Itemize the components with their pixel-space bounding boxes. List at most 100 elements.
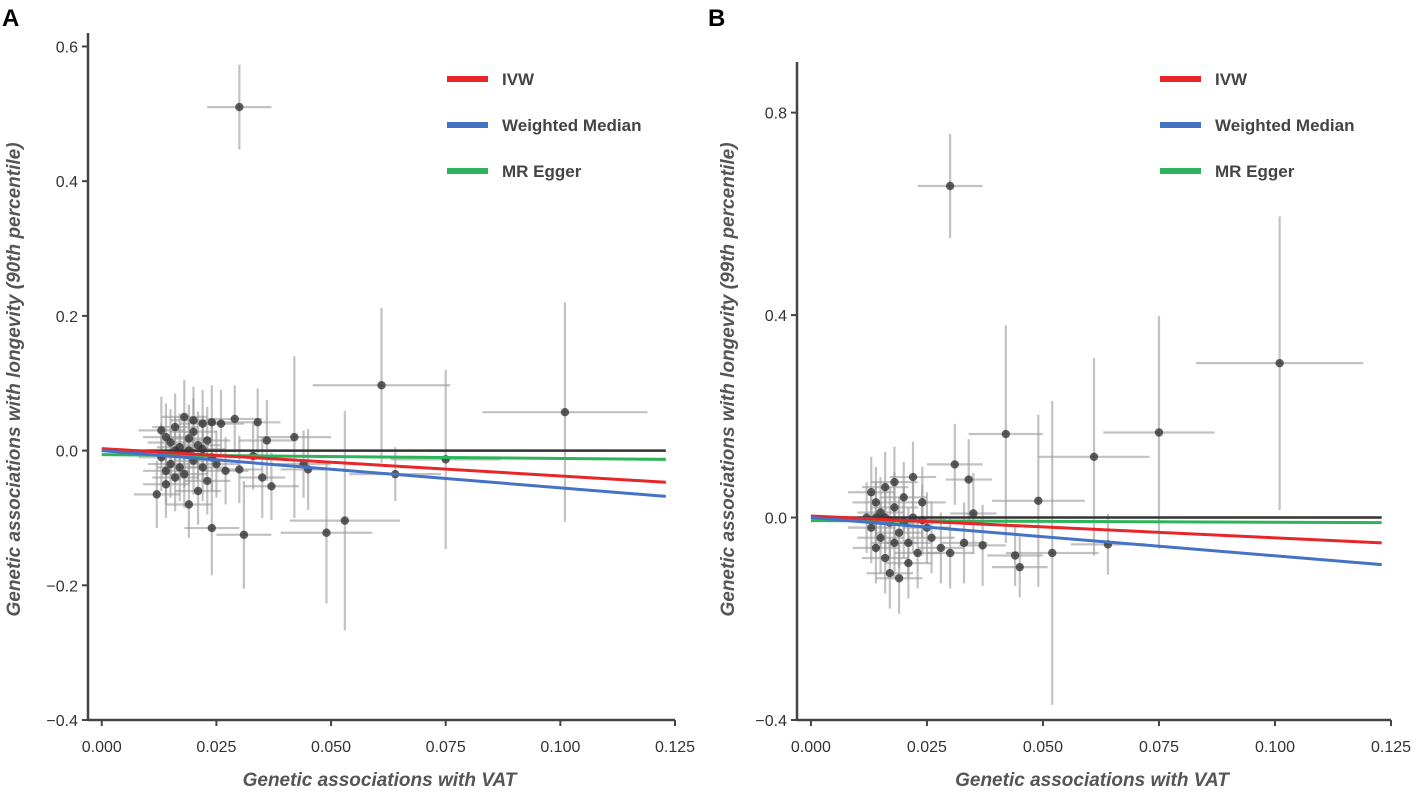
y-tick-label: 0.0 <box>765 511 787 528</box>
data-point <box>184 434 194 443</box>
legend: IVW Weighted Median MR Egger <box>447 70 641 181</box>
legend-label: IVW <box>502 70 535 89</box>
data-point <box>198 445 207 454</box>
y-tick-label: 0.4 <box>56 174 78 191</box>
error-bars <box>843 133 1364 705</box>
data-point <box>175 463 184 472</box>
data-point <box>170 422 180 432</box>
regression-line-ivw <box>810 514 1382 545</box>
regression-line-weighted-median <box>101 449 666 498</box>
data-point <box>927 533 936 542</box>
data-point <box>1048 548 1057 558</box>
x-tick-label: 0.025 <box>907 739 947 756</box>
data-point <box>1034 496 1043 506</box>
data-point <box>262 436 272 445</box>
data-point <box>322 528 331 537</box>
data-point <box>871 498 881 507</box>
y-tick-label: −0.4 <box>755 713 787 730</box>
y-tick-label: 0.2 <box>56 309 78 326</box>
legend-label: MR Egger <box>1215 162 1295 181</box>
data-point <box>1015 562 1024 572</box>
x-tick-label: 0.075 <box>1139 739 1179 756</box>
data-point <box>207 523 217 533</box>
data-point <box>203 436 212 445</box>
data-point <box>207 418 217 427</box>
data-point <box>189 416 198 425</box>
data-point <box>235 102 244 112</box>
data-point <box>978 541 987 550</box>
data-point <box>890 503 899 512</box>
data-point <box>560 407 570 417</box>
data-point <box>184 500 194 509</box>
data-point <box>216 419 226 428</box>
data-point <box>152 490 161 499</box>
data-point <box>918 498 927 507</box>
x-axis-label: Genetic associations with VAT <box>955 770 1230 791</box>
data-point <box>904 538 913 548</box>
data-point <box>880 553 890 563</box>
data-point <box>203 476 212 486</box>
data-point <box>885 569 895 578</box>
data-point <box>867 488 876 497</box>
data-point <box>1154 428 1164 437</box>
data-point <box>166 459 175 469</box>
data-point <box>876 533 885 542</box>
data-point <box>198 463 207 472</box>
y-tick-label: −0.4 <box>46 713 78 730</box>
data-point <box>180 412 189 422</box>
data-point <box>235 465 244 474</box>
data-point <box>290 432 299 442</box>
data-point <box>340 516 350 525</box>
data-point <box>959 538 969 548</box>
data-point <box>913 548 922 558</box>
x-tick-label: 0.000 <box>791 739 831 756</box>
data-point <box>161 466 171 475</box>
data-point <box>890 538 899 548</box>
panel-letter: A <box>2 5 19 32</box>
y-tick-label: 0.4 <box>765 308 787 325</box>
data-point <box>157 426 166 435</box>
legend: IVW Weighted Median MR Egger <box>1160 70 1354 181</box>
data-point <box>221 466 230 475</box>
error-bars <box>133 64 648 631</box>
data-point <box>890 477 899 487</box>
data-point <box>253 418 262 427</box>
data-point <box>1275 358 1284 368</box>
data-point <box>894 574 904 583</box>
data-point <box>899 493 908 502</box>
data-point <box>1089 452 1099 461</box>
data-point <box>904 558 913 568</box>
data-point <box>166 438 175 447</box>
y-axis-label: Genetic associations with longevity (90t… <box>4 142 25 616</box>
data-point <box>950 460 959 469</box>
data-point <box>867 523 876 532</box>
data-point <box>239 530 249 539</box>
data-point <box>894 528 904 537</box>
x-axis-label: Genetic associations with VAT <box>243 770 518 791</box>
chart-panel-a: A 0.000 0.025 0.050 0.075 0.100 0.125 −0.4 −0.2 0… <box>2 5 695 791</box>
chart-panel-b: B 0.000 0.025 0.050 0.075 0.100 0.125 −0.4 0.0 0.… <box>708 5 1411 791</box>
x-tick-label: 0.050 <box>311 739 351 756</box>
data-point <box>969 509 978 518</box>
data-point <box>945 548 955 558</box>
x-tick-label: 0.100 <box>1255 739 1295 756</box>
data-point <box>267 482 276 491</box>
y-tick-label: 0.6 <box>56 39 78 56</box>
x-tick-label: 0.125 <box>655 739 695 756</box>
data-point <box>189 427 198 436</box>
data-point <box>936 543 946 553</box>
x-tick-label: 0.000 <box>82 739 122 756</box>
data-point <box>945 181 955 191</box>
panel-letter: B <box>708 5 725 32</box>
x-tick-label: 0.025 <box>196 739 236 756</box>
data-point <box>258 473 267 482</box>
x-tick-label: 0.100 <box>540 739 580 756</box>
legend-label: IVW <box>1215 70 1248 89</box>
regression-line-weighted-median <box>810 516 1382 567</box>
data-point <box>908 472 918 482</box>
y-tick-label: −0.2 <box>46 578 78 595</box>
x-tick-label: 0.075 <box>426 739 466 756</box>
data-point <box>880 482 890 492</box>
data-point <box>1001 429 1011 439</box>
